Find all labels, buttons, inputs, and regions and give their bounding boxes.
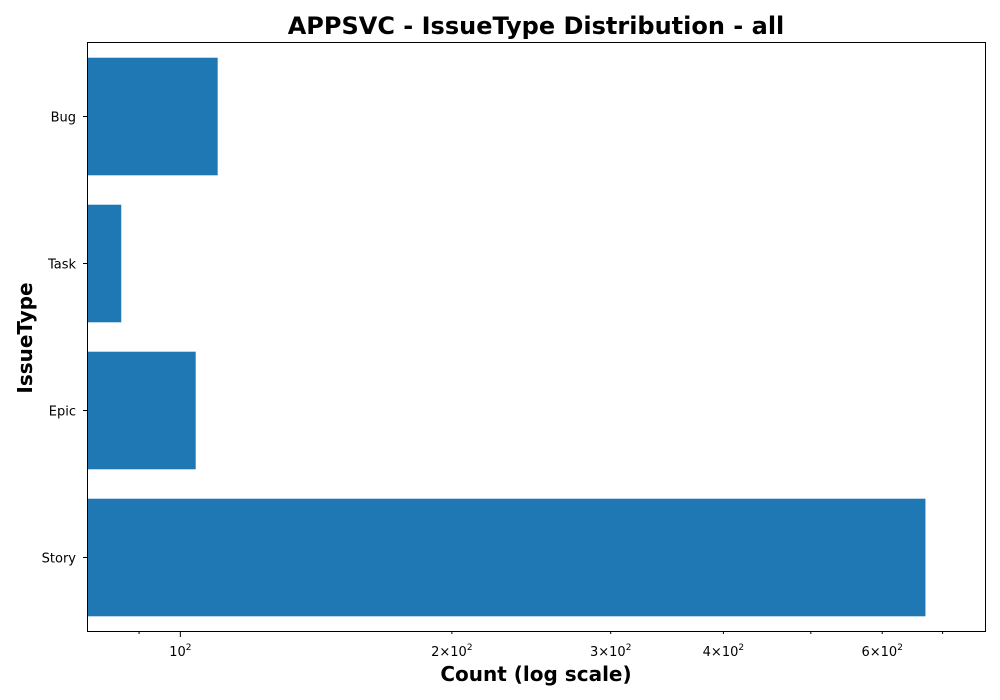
y-tick-label-epic: Epic — [49, 405, 76, 420]
chart-title: APPSVC - IssueType Distribution - all — [288, 12, 785, 40]
bar-story — [88, 498, 926, 617]
x-tick-label-minor: 2×102 — [431, 643, 472, 660]
y-tick-label-task: Task — [47, 258, 77, 273]
y-tick-label-story: Story — [42, 552, 77, 567]
x-axis: 102 2×102 3×102 4×102 6×102 — [138, 631, 944, 660]
x-tick-label-major: 102 — [169, 643, 191, 660]
x-tick-label-minor: 3×102 — [590, 643, 631, 660]
plot-frame — [87, 42, 986, 632]
bar-bug — [88, 57, 218, 176]
y-axis: Bug Task Epic Story — [42, 111, 88, 567]
x-axis-title: Count (log scale) — [440, 662, 631, 686]
y-tick-label-bug: Bug — [51, 111, 76, 126]
x-tick-label-minor: 4×102 — [703, 643, 744, 660]
bar-task — [88, 204, 122, 323]
bars-group — [88, 57, 926, 617]
bar-epic — [88, 351, 196, 470]
x-tick-label-minor: 6×102 — [861, 643, 902, 660]
y-axis-title: IssueType — [13, 282, 37, 393]
